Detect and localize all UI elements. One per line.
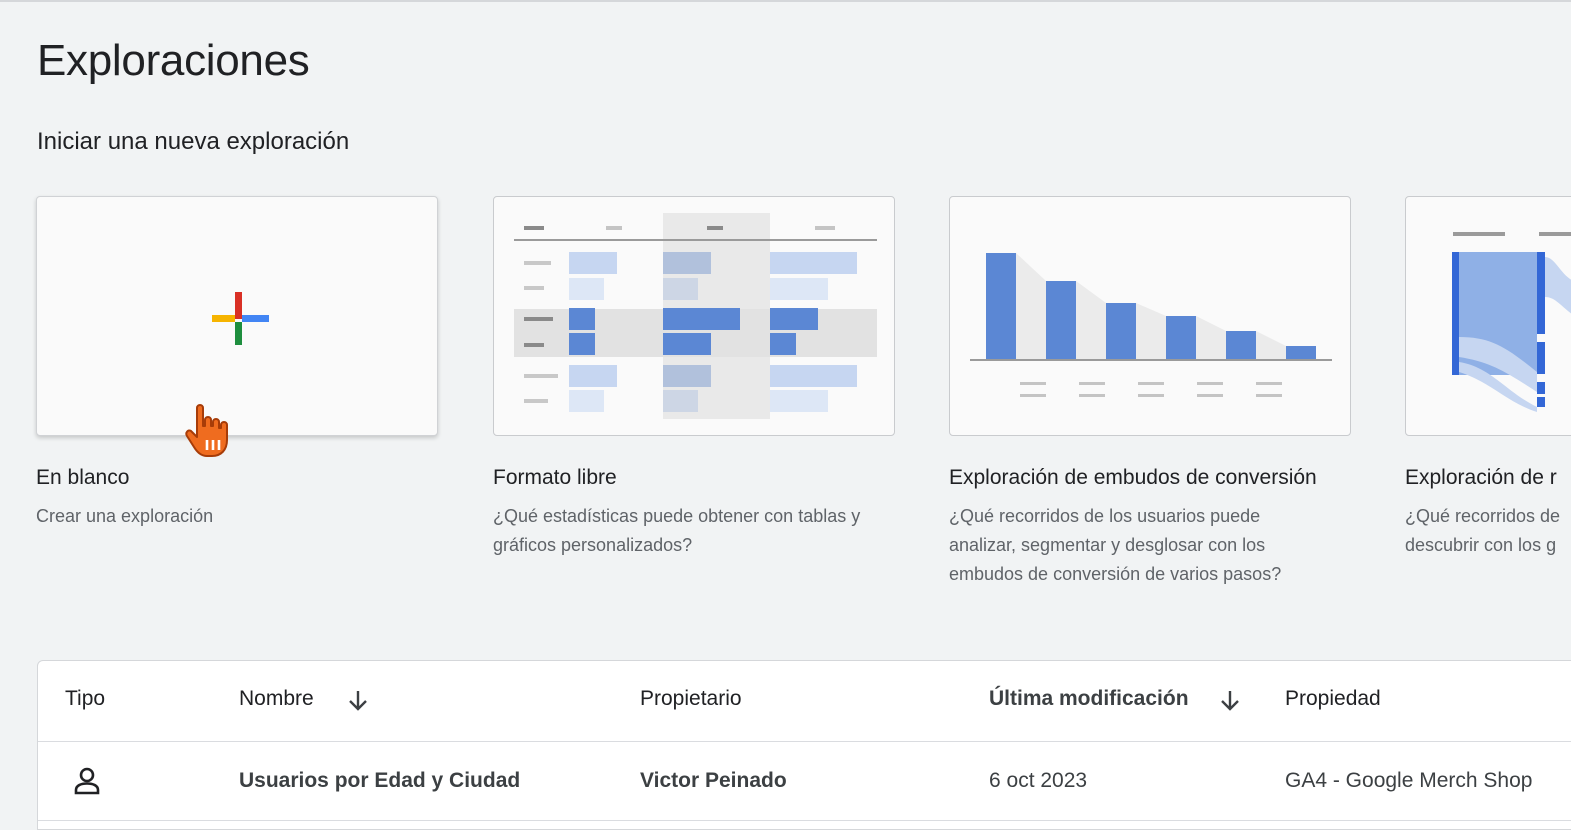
row-property: GA4 - Google Merch Shop (1285, 769, 1533, 792)
template-description: ¿Qué recorridos de descubrir con los g (1405, 506, 1561, 555)
path-illustration (1452, 232, 1571, 412)
table-header: Tipo Nombre Propietario Última modificac… (38, 661, 1571, 742)
template-title: En blanco (36, 466, 130, 489)
template-description: ¿Qué estadísticas puede obtener con tabl… (493, 506, 861, 555)
top-divider (0, 0, 1571, 2)
row-last-modified: 6 oct 2023 (989, 769, 1088, 792)
column-header-name[interactable]: Nombre (239, 687, 314, 710)
table-row[interactable]: Usuarios por Edad y Ciudad Victor Peinad… (38, 742, 1571, 821)
template-thumbnail-free-form[interactable] (493, 196, 895, 436)
column-header-type[interactable]: Tipo (65, 687, 106, 710)
template-title: Exploración de r (1405, 466, 1557, 489)
page-title: Exploraciones (37, 36, 310, 85)
plus-icon (212, 292, 269, 345)
row-name[interactable]: Usuarios por Edad y Ciudad (239, 769, 521, 792)
template-thumbnail-blank[interactable] (36, 196, 438, 436)
explorations-table: Tipo Nombre Propietario Última modificac… (37, 660, 1571, 830)
funnel-illustration (970, 253, 1332, 397)
section-title: Iniciar una nueva exploración (37, 128, 350, 155)
template-card-path[interactable]: Exploración de r ¿Qué recorridos de desc… (1405, 196, 1571, 560)
template-title: Formato libre (493, 466, 617, 489)
template-thumbnail-funnel[interactable] (949, 196, 1351, 436)
template-card-blank[interactable]: En blanco Crear una exploración (36, 196, 438, 531)
template-title: Exploración de embudos de conversión (949, 466, 1317, 489)
sort-arrow-down-icon[interactable] (1218, 687, 1242, 715)
template-card-free-form[interactable]: Formato libre ¿Qué estadísticas puede ob… (493, 196, 895, 560)
person-icon (74, 767, 100, 795)
column-header-property[interactable]: Propiedad (1285, 687, 1381, 710)
template-thumbnail-path[interactable] (1405, 196, 1571, 436)
row-owner: Victor Peinado (640, 769, 787, 792)
column-header-last-modified[interactable]: Última modificación (989, 687, 1189, 710)
template-description: ¿Qué recorridos de los usuarios puede an… (949, 506, 1282, 584)
template-description: Crear una exploración (36, 506, 214, 526)
free-form-illustration (514, 213, 877, 419)
column-header-owner[interactable]: Propietario (640, 687, 742, 710)
hand-pointer-icon (185, 404, 228, 457)
template-card-funnel[interactable]: Exploración de embudos de conversión ¿Qu… (949, 196, 1351, 589)
sort-arrow-down-icon[interactable] (346, 687, 370, 715)
